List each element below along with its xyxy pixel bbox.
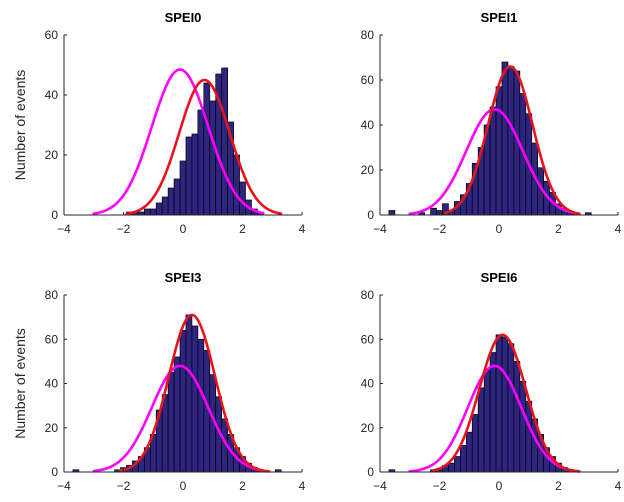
x-tick-label: −4: [57, 222, 71, 236]
histogram-bar: [430, 207, 437, 216]
histogram-bar: [519, 380, 527, 473]
x-tick-label: 2: [555, 222, 562, 236]
x-tick-label: −2: [433, 222, 447, 236]
histogram-bar: [448, 462, 455, 473]
x-tick-label: 0: [496, 479, 503, 493]
red-fit-curve: [119, 313, 271, 473]
histogram-bar: [483, 369, 491, 473]
x-tick-label: −4: [373, 479, 387, 493]
histogram-bar: [155, 202, 163, 216]
y-tick-label: 0: [51, 465, 58, 479]
y-tick-label: 20: [361, 421, 375, 435]
histogram-bar: [179, 330, 187, 473]
magenta-fit-curve: [92, 68, 265, 215]
histogram-bar: [471, 414, 479, 473]
y-tick-label: 20: [361, 163, 375, 177]
histogram-bar: [197, 109, 205, 216]
x-tick-label: −2: [433, 479, 447, 493]
histogram-bar: [507, 66, 515, 216]
x-tick-label: −2: [117, 479, 131, 493]
chart-title: SPEI0: [165, 10, 202, 25]
x-tick-label: 2: [555, 479, 562, 493]
y-axis-label: Number of events: [12, 70, 28, 181]
y-tick-label: 40: [361, 118, 375, 132]
y-tick-label: 40: [361, 377, 375, 391]
histogram-bar: [161, 394, 169, 473]
histogram-bar: [501, 61, 509, 216]
histogram-bar: [209, 100, 217, 216]
histogram-bar: [454, 456, 461, 473]
x-tick-label: 4: [615, 479, 622, 493]
histogram-bar: [495, 334, 503, 473]
histogram-bar: [173, 178, 181, 216]
x-tick-label: −4: [373, 222, 387, 236]
x-tick-label: 0: [180, 222, 187, 236]
red-fit-curve: [125, 78, 283, 216]
y-tick-label: 0: [367, 465, 374, 479]
y-tick-label: 0: [367, 208, 374, 222]
histogram-bar: [149, 208, 157, 216]
histogram-bar: [197, 338, 205, 473]
y-tick-label: 20: [45, 148, 59, 162]
x-tick-label: 2: [239, 479, 246, 493]
histogram-bar: [161, 196, 169, 216]
histogram-bar: [173, 356, 181, 473]
histogram-bar: [489, 106, 497, 216]
histogram-bar: [191, 325, 199, 473]
y-tick-label: 60: [361, 332, 375, 346]
histogram-bar: [185, 136, 193, 216]
histogram-bar: [513, 361, 521, 473]
x-tick-label: 0: [496, 222, 503, 236]
chart-title: SPEI3: [165, 270, 202, 285]
histogram-bar: [167, 187, 175, 216]
y-tick-label: 60: [361, 73, 375, 87]
histogram-bar: [525, 400, 533, 473]
histogram-bar: [167, 372, 175, 473]
chart-title: SPEI1: [481, 10, 518, 25]
histogram-bar: [143, 208, 151, 216]
histogram-bar: [185, 314, 193, 473]
magenta-fit-curve: [92, 364, 265, 473]
histogram-bar: [495, 86, 503, 216]
y-tick-label: 80: [45, 288, 59, 302]
histogram-bar: [477, 387, 485, 473]
red-fit-curve: [444, 65, 581, 216]
histogram-bar: [388, 210, 396, 216]
x-tick-label: 4: [299, 222, 306, 236]
histogram-bar: [489, 352, 497, 473]
histogram-bar: [191, 133, 199, 216]
magenta-fit-curve: [408, 107, 581, 216]
histogram-bar: [465, 431, 473, 473]
y-tick-label: 80: [361, 28, 375, 42]
y-tick-label: 60: [45, 332, 59, 346]
x-tick-label: −4: [57, 479, 71, 493]
magenta-fit-curve: [408, 364, 581, 473]
x-tick-label: 2: [239, 222, 246, 236]
y-tick-label: 40: [45, 88, 59, 102]
y-tick-label: 20: [45, 421, 59, 435]
histogram-bar: [459, 445, 467, 473]
x-tick-label: −2: [117, 222, 131, 236]
histogram-bar: [179, 160, 187, 216]
x-tick-label: 4: [299, 479, 306, 493]
histogram-bar: [501, 336, 509, 473]
y-tick-label: 80: [361, 288, 375, 302]
x-tick-label: 4: [615, 222, 622, 236]
histogram-bar: [221, 67, 228, 216]
histogram-bar: [507, 343, 515, 473]
x-tick-label: 0: [180, 479, 187, 493]
y-tick-label: 40: [45, 377, 59, 391]
red-fit-curve: [432, 333, 581, 473]
y-tick-label: 60: [45, 28, 59, 42]
y-tick-label: 0: [51, 208, 58, 222]
histogram-bar: [203, 82, 211, 216]
y-axis-label: Number of events: [12, 328, 28, 439]
chart-title: SPEI6: [481, 270, 518, 285]
